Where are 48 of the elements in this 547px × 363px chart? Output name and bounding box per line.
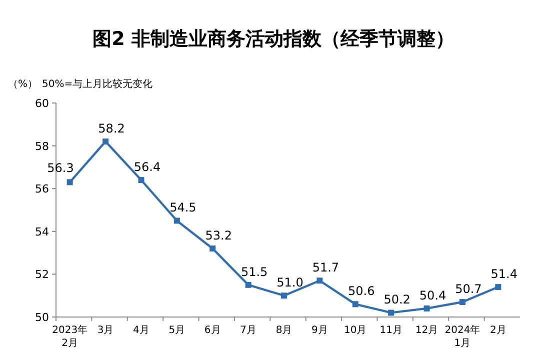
y-tick-label: 58 — [35, 140, 49, 153]
point — [138, 177, 144, 184]
data-label: 51.4 — [490, 267, 518, 282]
y-tick-label: 60 — [35, 97, 49, 110]
data-label: 56.3 — [47, 161, 74, 176]
text: 50%=与上月比较无变化 — [42, 78, 153, 90]
point — [245, 282, 252, 288]
point — [281, 292, 287, 299]
point — [102, 138, 109, 145]
y-tick-label: 52 — [35, 268, 49, 282]
data-label: 50.4 — [419, 288, 446, 302]
point — [66, 179, 73, 186]
data-label: 51.5 — [240, 264, 268, 279]
data-label: 56.4 — [134, 160, 161, 174]
x-tick-label: 5月 — [168, 325, 186, 336]
point — [388, 310, 394, 316]
data-label: 53.2 — [205, 228, 232, 243]
x-tick-label: 7月 — [240, 325, 256, 336]
point — [495, 284, 502, 290]
x-tick-label: 9月 — [312, 325, 328, 336]
data-label: 51.7 — [312, 260, 340, 275]
x-tick-label: 10月 — [344, 325, 367, 336]
x-tick-label: 11月 — [380, 325, 402, 336]
x-tick-label: 2024年 1月 — [444, 324, 480, 349]
x-tick-label: 3月 — [97, 325, 114, 336]
y-tick-label: 56 — [35, 182, 49, 196]
point — [174, 218, 180, 224]
x-tick-label: 2023年 2月 — [52, 324, 88, 349]
x-tick-label: 8月 — [276, 325, 292, 336]
data-label: 58.2 — [98, 122, 125, 136]
point — [210, 246, 216, 252]
x-tick-label: 6月 — [204, 325, 221, 336]
point — [316, 278, 323, 284]
point — [352, 301, 358, 308]
point — [424, 305, 430, 312]
chart-title: 图2 非制造业商务活动指数（经季节调整） — [92, 28, 454, 50]
data-label: 54.5 — [170, 200, 196, 215]
y-tick-label: 50 — [35, 311, 49, 324]
data-label: 50.6 — [348, 284, 375, 298]
y-axis-title: （%） — [8, 79, 38, 90]
data-label: 50.7 — [455, 282, 482, 296]
data-label: 51.0 — [276, 276, 304, 290]
y-tick-label: 54 — [35, 225, 49, 238]
data-label: 50.2 — [384, 292, 410, 307]
x-tick-label: 2月 — [490, 325, 506, 336]
x-tick-label: 12月 — [415, 325, 438, 336]
point — [459, 299, 466, 306]
x-tick-label: 4月 — [133, 325, 150, 336]
